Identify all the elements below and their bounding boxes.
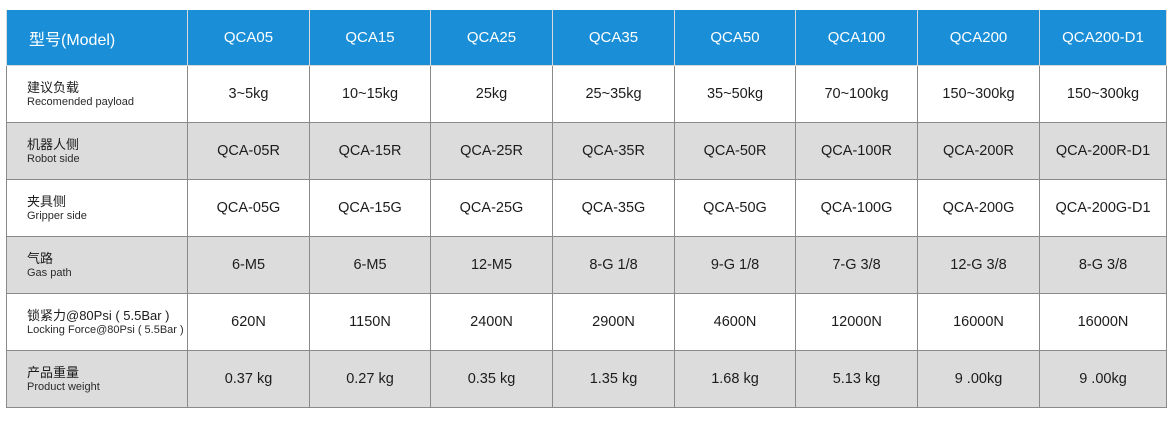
row-label: 产品重量 Product weight (6, 350, 188, 408)
table-cell: 9 .00kg (917, 350, 1040, 408)
row-label: 锁紧力@80Psi ( 5.5Bar ) Locking Force@80Psi… (6, 293, 188, 351)
table-cell: QCA-50R (674, 122, 796, 180)
model-header-qca200: QCA200 (917, 10, 1040, 66)
row-locking-force: 锁紧力@80Psi ( 5.5Bar ) Locking Force@80Psi… (6, 293, 1167, 351)
model-header-qca25: QCA25 (430, 10, 553, 66)
table-cell: 16000N (1039, 293, 1167, 351)
row-gas-path: 气路 Gas path 6-M5 6-M5 12-M5 8-G 1/8 9-G … (6, 236, 1167, 294)
table-cell: QCA-200R-D1 (1039, 122, 1167, 180)
table-cell: QCA-200G-D1 (1039, 179, 1167, 237)
table-cell: 1.35 kg (552, 350, 675, 408)
row-label-zh: 锁紧力@80Psi ( 5.5Bar ) (27, 307, 170, 323)
row-label-en: Locking Force@80Psi ( 5.5Bar ) (27, 323, 184, 336)
model-header-label: 型号(Model) (6, 10, 188, 66)
row-label-zh: 夹具侧 (27, 193, 67, 209)
row-product-weight: 产品重量 Product weight 0.37 kg 0.27 kg 0.35… (6, 350, 1167, 408)
header-row: 型号(Model) QCA05 QCA15 QCA25 QCA35 QCA50 … (6, 10, 1167, 66)
table-cell: 4600N (674, 293, 796, 351)
row-label-en: Gas path (27, 266, 72, 279)
row-label-zh: 产品重量 (27, 364, 80, 380)
table-cell: 0.37 kg (187, 350, 310, 408)
table-cell: 2400N (430, 293, 553, 351)
table-cell: QCA-200R (917, 122, 1040, 180)
table-cell: 0.35 kg (430, 350, 553, 408)
table-cell: 10~15kg (309, 65, 431, 123)
table-cell: QCA-200G (917, 179, 1040, 237)
model-header-qca50: QCA50 (674, 10, 796, 66)
row-label-en: Recomended payload (27, 95, 135, 108)
table-cell: QCA-25R (430, 122, 553, 180)
table-cell: QCA-15G (309, 179, 431, 237)
row-label-zh: 建议负载 (27, 79, 80, 95)
table-cell: QCA-100R (795, 122, 918, 180)
table-cell: 8-G 3/8 (1039, 236, 1167, 294)
table-cell: 16000N (917, 293, 1040, 351)
table-cell: 0.27 kg (309, 350, 431, 408)
table-cell: 150~300kg (917, 65, 1040, 123)
table-cell: QCA-100G (795, 179, 918, 237)
model-header-qca35: QCA35 (552, 10, 675, 66)
model-header-qca100: QCA100 (795, 10, 918, 66)
table-cell: 1150N (309, 293, 431, 351)
table-cell: 9 .00kg (1039, 350, 1167, 408)
row-robot-side: 机器人侧 Robot side QCA-05R QCA-15R QCA-25R … (6, 122, 1167, 180)
table-cell: 6-M5 (309, 236, 431, 294)
table-cell: 2900N (552, 293, 675, 351)
table-cell: 70~100kg (795, 65, 918, 123)
row-label-en: Gripper side (27, 209, 87, 222)
model-header-qca05: QCA05 (187, 10, 310, 66)
table-cell: 3~5kg (187, 65, 310, 123)
table-cell: QCA-25G (430, 179, 553, 237)
table-cell: QCA-35R (552, 122, 675, 180)
row-label: 夹具侧 Gripper side (6, 179, 188, 237)
row-label-zh: 机器人侧 (27, 136, 80, 152)
table-cell: 5.13 kg (795, 350, 918, 408)
table-cell: 35~50kg (674, 65, 796, 123)
row-label-en: Robot side (27, 152, 80, 165)
row-label-zh: 气路 (27, 250, 54, 266)
table-cell: 1.68 kg (674, 350, 796, 408)
table-cell: 25~35kg (552, 65, 675, 123)
spec-table: 型号(Model) QCA05 QCA15 QCA25 QCA35 QCA50 … (6, 10, 1167, 408)
table-cell: 150~300kg (1039, 65, 1167, 123)
row-label: 建议负载 Recomended payload (6, 65, 188, 123)
row-label: 气路 Gas path (6, 236, 188, 294)
row-label-en: Product weight (27, 380, 100, 393)
row-payload: 建议负载 Recomended payload 3~5kg 10~15kg 25… (6, 65, 1167, 123)
model-header-qca15: QCA15 (309, 10, 431, 66)
row-gripper-side: 夹具侧 Gripper side QCA-05G QCA-15G QCA-25G… (6, 179, 1167, 237)
table-cell: QCA-50G (674, 179, 796, 237)
model-header-qca200-d1: QCA200-D1 (1039, 10, 1167, 66)
table-cell: 620N (187, 293, 310, 351)
row-label: 机器人侧 Robot side (6, 122, 188, 180)
table-cell: QCA-35G (552, 179, 675, 237)
table-cell: 6-M5 (187, 236, 310, 294)
table-cell: 12000N (795, 293, 918, 351)
table-cell: QCA-05G (187, 179, 310, 237)
table-cell: 8-G 1/8 (552, 236, 675, 294)
table-cell: QCA-15R (309, 122, 431, 180)
table-cell: 7-G 3/8 (795, 236, 918, 294)
table-cell: 25kg (430, 65, 553, 123)
table-cell: QCA-05R (187, 122, 310, 180)
table-cell: 9-G 1/8 (674, 236, 796, 294)
table-cell: 12-G 3/8 (917, 236, 1040, 294)
table-cell: 12-M5 (430, 236, 553, 294)
